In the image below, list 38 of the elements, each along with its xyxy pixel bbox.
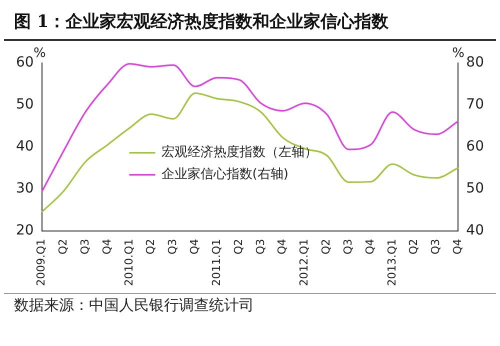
- line-series: [41, 63, 459, 193]
- x-tick-label: Q3: [78, 238, 92, 255]
- y2-tick-label: 80: [466, 54, 484, 71]
- x-tick-label: Q4: [276, 238, 289, 255]
- y2-axis-title: %: [452, 46, 465, 61]
- x-tick-label: Q3: [341, 238, 354, 255]
- legend-label: 企业家信心指数(右轴): [161, 166, 288, 182]
- y-tick-label: 50: [16, 96, 34, 113]
- x-tick-label: Q2: [56, 238, 70, 255]
- x-tick-label: Q2: [144, 238, 158, 255]
- y-axis-title: %: [33, 46, 46, 61]
- y-tick-label: 20: [16, 222, 34, 238]
- x-tick-label: Q2: [232, 238, 245, 255]
- y-tick-label: 30: [16, 180, 34, 197]
- x-tick-label: Q4: [451, 238, 464, 255]
- x-tick-label: 2011.Q1: [210, 238, 223, 286]
- y2-tick-label: 40: [466, 222, 484, 238]
- x-tick-label: Q3: [166, 238, 180, 255]
- x-tick-label: Q4: [100, 238, 114, 255]
- y2-tick-label: 60: [466, 138, 484, 155]
- x-tick-label: 2010.Q1: [122, 238, 136, 286]
- y2-tick-label: 70: [466, 96, 484, 113]
- x-tick-label: 2009.Q1: [34, 238, 48, 286]
- y-tick-label: 60: [16, 54, 34, 71]
- x-tick-label: Q3: [429, 238, 442, 255]
- x-tick-label: Q4: [188, 238, 202, 255]
- x-tick-label: 2012.Q1: [298, 238, 311, 286]
- y2-tick-label: 50: [466, 180, 484, 197]
- x-tick-label: 2013.Q1: [385, 238, 398, 286]
- y-tick-label: 40: [16, 138, 34, 155]
- line-series: [41, 92, 459, 213]
- x-tick-label: Q4: [363, 238, 376, 255]
- legend-label: 宏观经济热度指数（左轴）: [161, 144, 318, 160]
- chart-title: 图 1：企业家宏观经济热度指数和企业家信心指数: [4, 0, 496, 41]
- source-note: 数据来源：中国人民银行调查统计司: [4, 293, 496, 317]
- x-tick-label: Q2: [407, 238, 420, 255]
- x-tick-label: Q3: [254, 238, 267, 255]
- x-tick-label: Q2: [320, 238, 333, 255]
